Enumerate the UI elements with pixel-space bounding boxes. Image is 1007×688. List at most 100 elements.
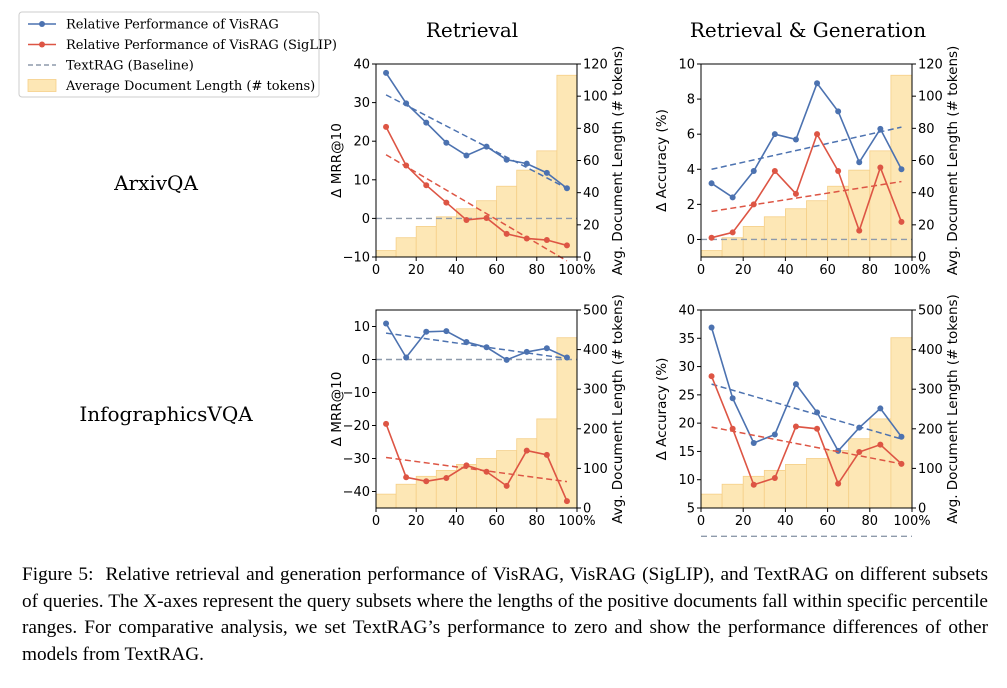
data-point — [877, 125, 884, 132]
caption-label: Figure 5: — [22, 564, 94, 585]
data-point — [523, 235, 530, 242]
y2-tick-label: 400 — [918, 343, 943, 358]
y-axis-label: Δ MRR@10 — [329, 123, 345, 198]
data-point — [792, 423, 799, 430]
doc-length-bar — [848, 169, 871, 258]
data-point — [403, 162, 410, 169]
data-point — [443, 139, 450, 146]
data-point — [814, 409, 821, 416]
y2-tick-label: 500 — [583, 304, 608, 319]
data-point — [483, 344, 490, 351]
data-point — [792, 381, 799, 388]
row-label-infographicsvqa: InfographicsVQA — [79, 402, 253, 426]
x-tick-label: 0 — [697, 263, 705, 278]
data-point — [708, 234, 715, 241]
y2-tick-label: 500 — [918, 304, 943, 319]
data-point — [403, 100, 410, 107]
data-point — [771, 475, 778, 482]
trend-line — [711, 180, 902, 213]
x-tick-label: 0 — [372, 514, 380, 529]
y-tick-label: 20 — [353, 135, 370, 150]
doc-length-bar — [827, 450, 850, 509]
legend-entry-label: Average Document Length (# tokens) — [65, 79, 315, 94]
doc-length-bar — [415, 226, 437, 258]
data-point — [443, 199, 450, 206]
doc-length-bar — [827, 185, 850, 258]
data-point — [750, 439, 757, 446]
series-line — [385, 423, 568, 502]
y2-axis-label: Avg. Document Length (# tokens) — [610, 46, 626, 276]
doc-length-bar — [556, 337, 578, 509]
data-point — [563, 242, 570, 249]
x-tick-label: 80 — [529, 263, 546, 278]
y-tick-label: 25 — [678, 388, 695, 403]
data-point — [814, 80, 821, 87]
data-point — [423, 182, 430, 189]
y2-tick-label: 200 — [918, 422, 943, 437]
data-point — [503, 482, 510, 489]
data-point — [383, 69, 390, 76]
data-point — [877, 405, 884, 412]
y-tick-label: 40 — [353, 58, 370, 73]
data-point — [708, 180, 715, 187]
y2-axis-label: Avg. Document Length (# tokens) — [945, 46, 961, 276]
doc-length-bar — [890, 74, 913, 258]
data-point — [898, 433, 905, 440]
data-point — [771, 131, 778, 138]
series-line — [385, 126, 568, 247]
data-point — [708, 324, 715, 331]
y2-tick-label: 60 — [918, 154, 935, 169]
y-tick-label: 30 — [678, 360, 695, 375]
doc-length-bar — [785, 208, 807, 258]
doc-length-bar — [455, 464, 477, 509]
trend-line — [711, 383, 902, 440]
panel-arxiv-retrieval: 0 20 40 60 80 100%−10010203040020406080100120… — [329, 46, 626, 278]
data-point — [877, 441, 884, 448]
y2-tick-label: 120 — [918, 58, 943, 73]
data-point — [814, 425, 821, 432]
y-tick-label: −40 — [343, 485, 370, 500]
data-point — [877, 164, 884, 171]
data-point — [771, 168, 778, 175]
doc-length-bar — [763, 216, 786, 258]
data-point — [729, 229, 736, 236]
y-tick-label: 4 — [687, 163, 695, 178]
doc-length-bar — [890, 337, 913, 509]
y2-tick-label: 0 — [918, 251, 926, 266]
data-point — [383, 320, 390, 327]
doc-length-bar — [700, 250, 723, 258]
y-tick-label: 8 — [687, 93, 695, 108]
data-point — [898, 166, 905, 173]
data-point — [814, 131, 821, 138]
doc-length-bar — [721, 483, 744, 509]
col-title-generation: Retrieval & Generation — [690, 18, 926, 42]
y2-tick-label: 0 — [918, 502, 926, 517]
trend-line — [385, 94, 568, 189]
y2-tick-label: 100 — [583, 90, 608, 105]
y-tick-label: 0 — [362, 353, 370, 368]
doc-length-bar — [395, 483, 417, 509]
data-point — [423, 478, 430, 485]
x-tick-label: 100% — [893, 263, 930, 278]
x-tick-label: 100% — [558, 263, 595, 278]
data-point — [898, 460, 905, 467]
doc-length-bar — [375, 493, 397, 509]
y2-tick-label: 0 — [583, 502, 591, 517]
series-line — [385, 72, 568, 189]
doc-length-bar — [516, 169, 538, 258]
y2-axis-label: Avg. Document Length (# tokens) — [945, 294, 961, 524]
y-tick-label: 10 — [353, 173, 370, 188]
y2-tick-label: 300 — [583, 383, 608, 398]
y-tick-label: 0 — [687, 233, 695, 248]
data-point — [503, 156, 510, 163]
y2-tick-label: 40 — [918, 186, 935, 201]
series-line — [711, 132, 903, 239]
y2-tick-label: 60 — [583, 154, 600, 169]
data-point — [443, 328, 450, 335]
y2-tick-label: 300 — [918, 383, 943, 398]
y2-tick-label: 40 — [583, 186, 600, 201]
data-point — [503, 356, 510, 363]
y-tick-label: 2 — [687, 198, 695, 213]
trend-line — [711, 426, 902, 465]
